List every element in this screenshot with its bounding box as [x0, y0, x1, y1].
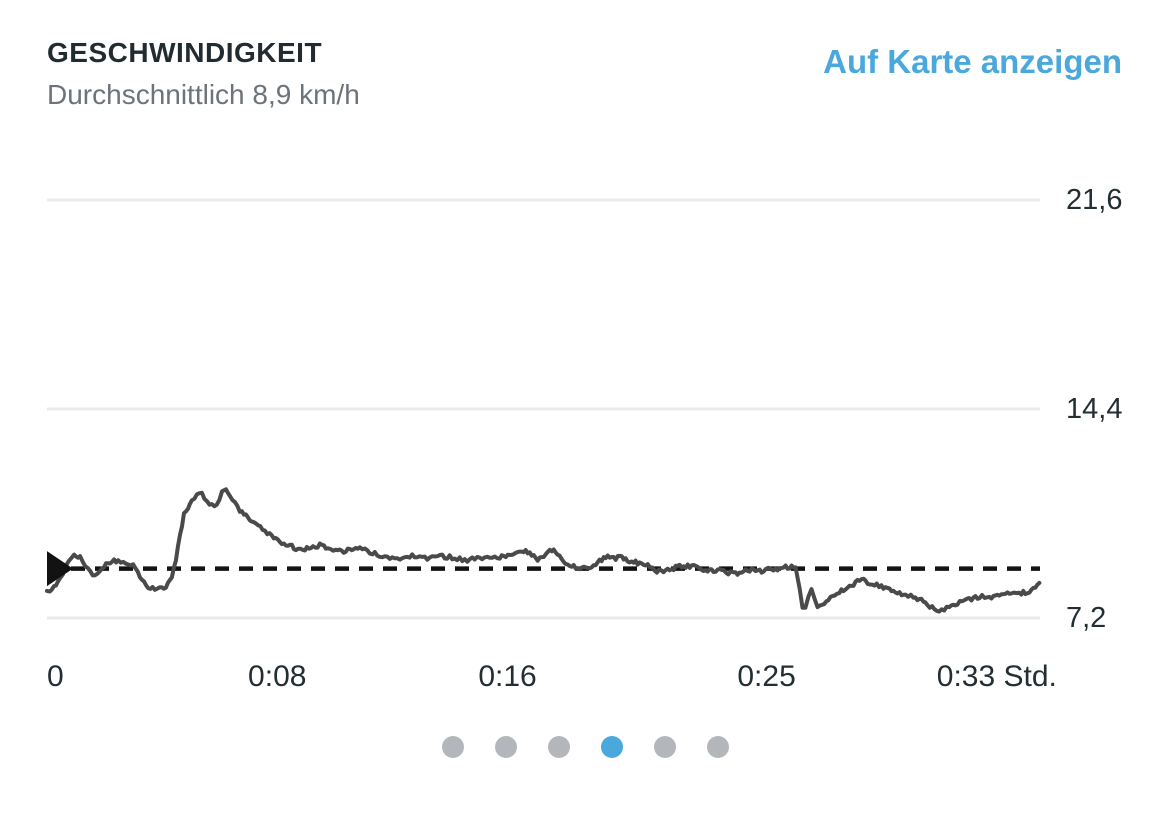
x-axis-tick-label: 0:16 [478, 660, 537, 693]
pagination-dot-4[interactable] [600, 736, 623, 758]
play-marker-icon [47, 551, 73, 587]
chart-average-subtitle: Durchschnittlich 8,9 km/h [47, 79, 360, 110]
pagination-dot-1[interactable] [441, 736, 464, 758]
pagination-dot-6[interactable] [706, 736, 729, 758]
pagination-dot-2[interactable] [494, 736, 517, 758]
y-axis-tick-label: 21,6 [1066, 184, 1123, 216]
x-axis-tick-label: 0:08 [248, 660, 307, 693]
show-on-map-link[interactable]: Auf Karte anzeigen [823, 43, 1122, 80]
pagination-dot-5[interactable] [653, 736, 676, 758]
chart-title: GESCHWINDIGKEIT [47, 37, 323, 68]
speed-series-line [45, 487, 1042, 614]
chart-header: GESCHWINDIGKEIT Durchschnittlich 8,9 km/… [47, 36, 360, 112]
y-axis-tick-label: 14,4 [1066, 393, 1123, 425]
x-axis-tick-label: 0 [47, 660, 64, 693]
x-axis-tick-label: 0:33 Std. [936, 660, 1057, 693]
x-axis-tick-label: 0:25 [737, 660, 796, 693]
carousel-pagination [0, 736, 1170, 758]
pagination-dot-3[interactable] [547, 736, 570, 758]
y-axis-tick-label: 7,2 [1066, 602, 1107, 634]
